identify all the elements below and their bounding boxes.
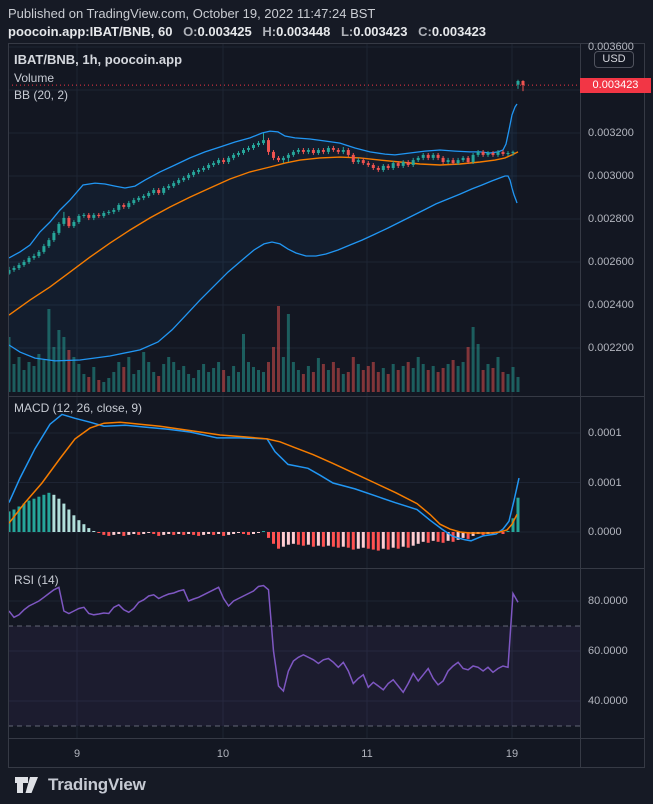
time-tick-label: 19 [505, 748, 519, 760]
rsi-indicator-label: RSI (14) [14, 573, 59, 587]
volume-bars [8, 306, 520, 392]
last-price-badge: 0.003423 [580, 78, 651, 93]
macd-tick-label: 0.0000 [588, 526, 622, 538]
macd-signal-line [8, 421, 518, 534]
symbol-text: poocoin.app:IBAT/BNB, 60 [8, 24, 173, 39]
macd-pane[interactable] [8, 413, 520, 551]
price-tick-label: 0.003200 [588, 127, 634, 139]
candles [8, 79, 525, 275]
macd-tick-label: 0.0001 [588, 427, 622, 439]
pane-borders [8, 43, 645, 768]
symbol-ohlc-line: poocoin.app:IBAT/BNB, 60 O:0.003425 H:0.… [8, 24, 486, 39]
bollinger-indicator-label: BB (20, 2) [14, 88, 69, 102]
bb-lower-band [8, 175, 518, 362]
close-value: 0.003423 [431, 24, 487, 39]
low-value: 0.003423 [353, 24, 408, 39]
price-tick-label: 0.003600 [588, 41, 634, 53]
price-pane-title: IBAT/BNB, 1h, poocoin.app [14, 52, 183, 67]
bb-basis-line [8, 151, 519, 316]
rsi-tick-label: 60.0000 [588, 645, 628, 657]
price-tick-label: 0.002200 [588, 342, 634, 354]
time-tick-label: 11 [361, 748, 373, 760]
rsi-line [8, 584, 519, 694]
price-tick-label: 0.002400 [588, 299, 634, 311]
price-tick-label: 0.002600 [588, 256, 634, 268]
macd-line [8, 413, 520, 542]
high-label: H: [262, 24, 277, 39]
macd-indicator-label: MACD (12, 26, close, 9) [14, 401, 143, 415]
chart-background [8, 43, 645, 768]
open-label: O: [183, 24, 198, 39]
published-line: Published on TradingView.com, October 19… [8, 6, 376, 21]
time-tick-label: 9 [73, 748, 81, 760]
tradingview-logo[interactable]: TradingView [14, 774, 146, 796]
high-value: 0.003448 [276, 24, 331, 39]
macd-tick-label: 0.0001 [588, 477, 622, 489]
tradingview-logo-icon [15, 777, 38, 793]
price-pane[interactable] [8, 79, 581, 392]
rsi-tick-label: 40.0000 [588, 695, 628, 707]
low-label: L: [340, 24, 354, 39]
currency-toggle-button[interactable]: USD [594, 51, 634, 68]
rsi-pane[interactable] [8, 584, 580, 727]
price-tick-label: 0.002800 [588, 213, 634, 225]
close-label: C: [418, 24, 432, 39]
volume-indicator-label: Volume [14, 71, 55, 85]
rsi-tick-label: 80.0000 [588, 595, 628, 607]
time-tick-label: 10 [216, 748, 230, 760]
tradingview-logo-text: TradingView [48, 775, 146, 794]
open-value: 0.003425 [197, 24, 252, 39]
price-tick-label: 0.003000 [588, 170, 634, 182]
